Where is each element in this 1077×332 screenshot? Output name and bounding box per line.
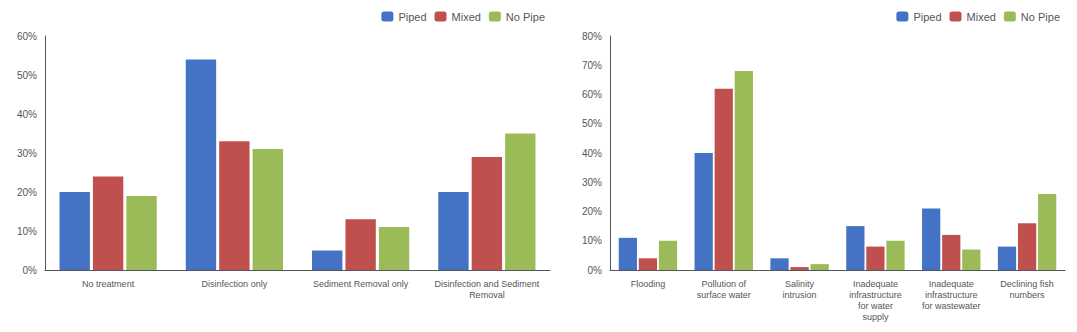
- svg-text:10%: 10%: [582, 235, 602, 246]
- svg-text:surface water: surface water: [697, 290, 751, 300]
- svg-text:Disinfection only: Disinfection only: [202, 279, 268, 289]
- svg-text:Removal: Removal: [469, 290, 505, 300]
- svg-text:30%: 30%: [17, 148, 37, 159]
- svg-text:50%: 50%: [17, 70, 37, 81]
- svg-text:40%: 40%: [17, 109, 37, 120]
- svg-text:20%: 20%: [17, 187, 37, 198]
- svg-text:Inadequate: Inadequate: [929, 279, 974, 289]
- svg-text:for wastewater: for wastewater: [922, 301, 981, 311]
- svg-text:0%: 0%: [588, 265, 603, 276]
- svg-text:10%: 10%: [17, 226, 37, 237]
- svg-text:60%: 60%: [17, 31, 37, 42]
- svg-text:Piped: Piped: [398, 11, 426, 23]
- svg-text:numbers: numbers: [1010, 290, 1046, 300]
- svg-text:intrusion: intrusion: [783, 290, 817, 300]
- svg-text:Mixed: Mixed: [967, 11, 996, 23]
- svg-text:Inadequate: Inadequate: [853, 279, 898, 289]
- svg-text:40%: 40%: [582, 148, 602, 159]
- svg-text:for water: for water: [858, 301, 893, 311]
- svg-text:No treatment: No treatment: [82, 279, 135, 289]
- svg-text:20%: 20%: [582, 206, 602, 217]
- svg-text:50%: 50%: [582, 118, 602, 129]
- svg-text:infrastructure: infrastructure: [849, 290, 902, 300]
- svg-text:Piped: Piped: [913, 11, 941, 23]
- svg-text:No Pipe: No Pipe: [1021, 11, 1060, 23]
- svg-text:Sediment Removal only: Sediment Removal only: [313, 279, 409, 289]
- svg-text:Pollution of: Pollution of: [701, 279, 746, 289]
- svg-text:30%: 30%: [582, 177, 602, 188]
- svg-text:0%: 0%: [23, 265, 38, 276]
- svg-text:Mixed: Mixed: [452, 11, 481, 23]
- svg-text:Salinity: Salinity: [785, 279, 815, 289]
- svg-text:Declining fish: Declining fish: [1000, 279, 1054, 289]
- svg-text:infrastructure: infrastructure: [925, 290, 978, 300]
- svg-text:Flooding: Flooding: [631, 279, 666, 289]
- svg-text:Disinfection and Sediment: Disinfection and Sediment: [435, 279, 540, 289]
- svg-text:70%: 70%: [582, 60, 602, 71]
- svg-text:60%: 60%: [582, 89, 602, 100]
- svg-text:80%: 80%: [582, 31, 602, 42]
- svg-text:supply: supply: [862, 312, 889, 322]
- svg-text:No Pipe: No Pipe: [506, 11, 545, 23]
